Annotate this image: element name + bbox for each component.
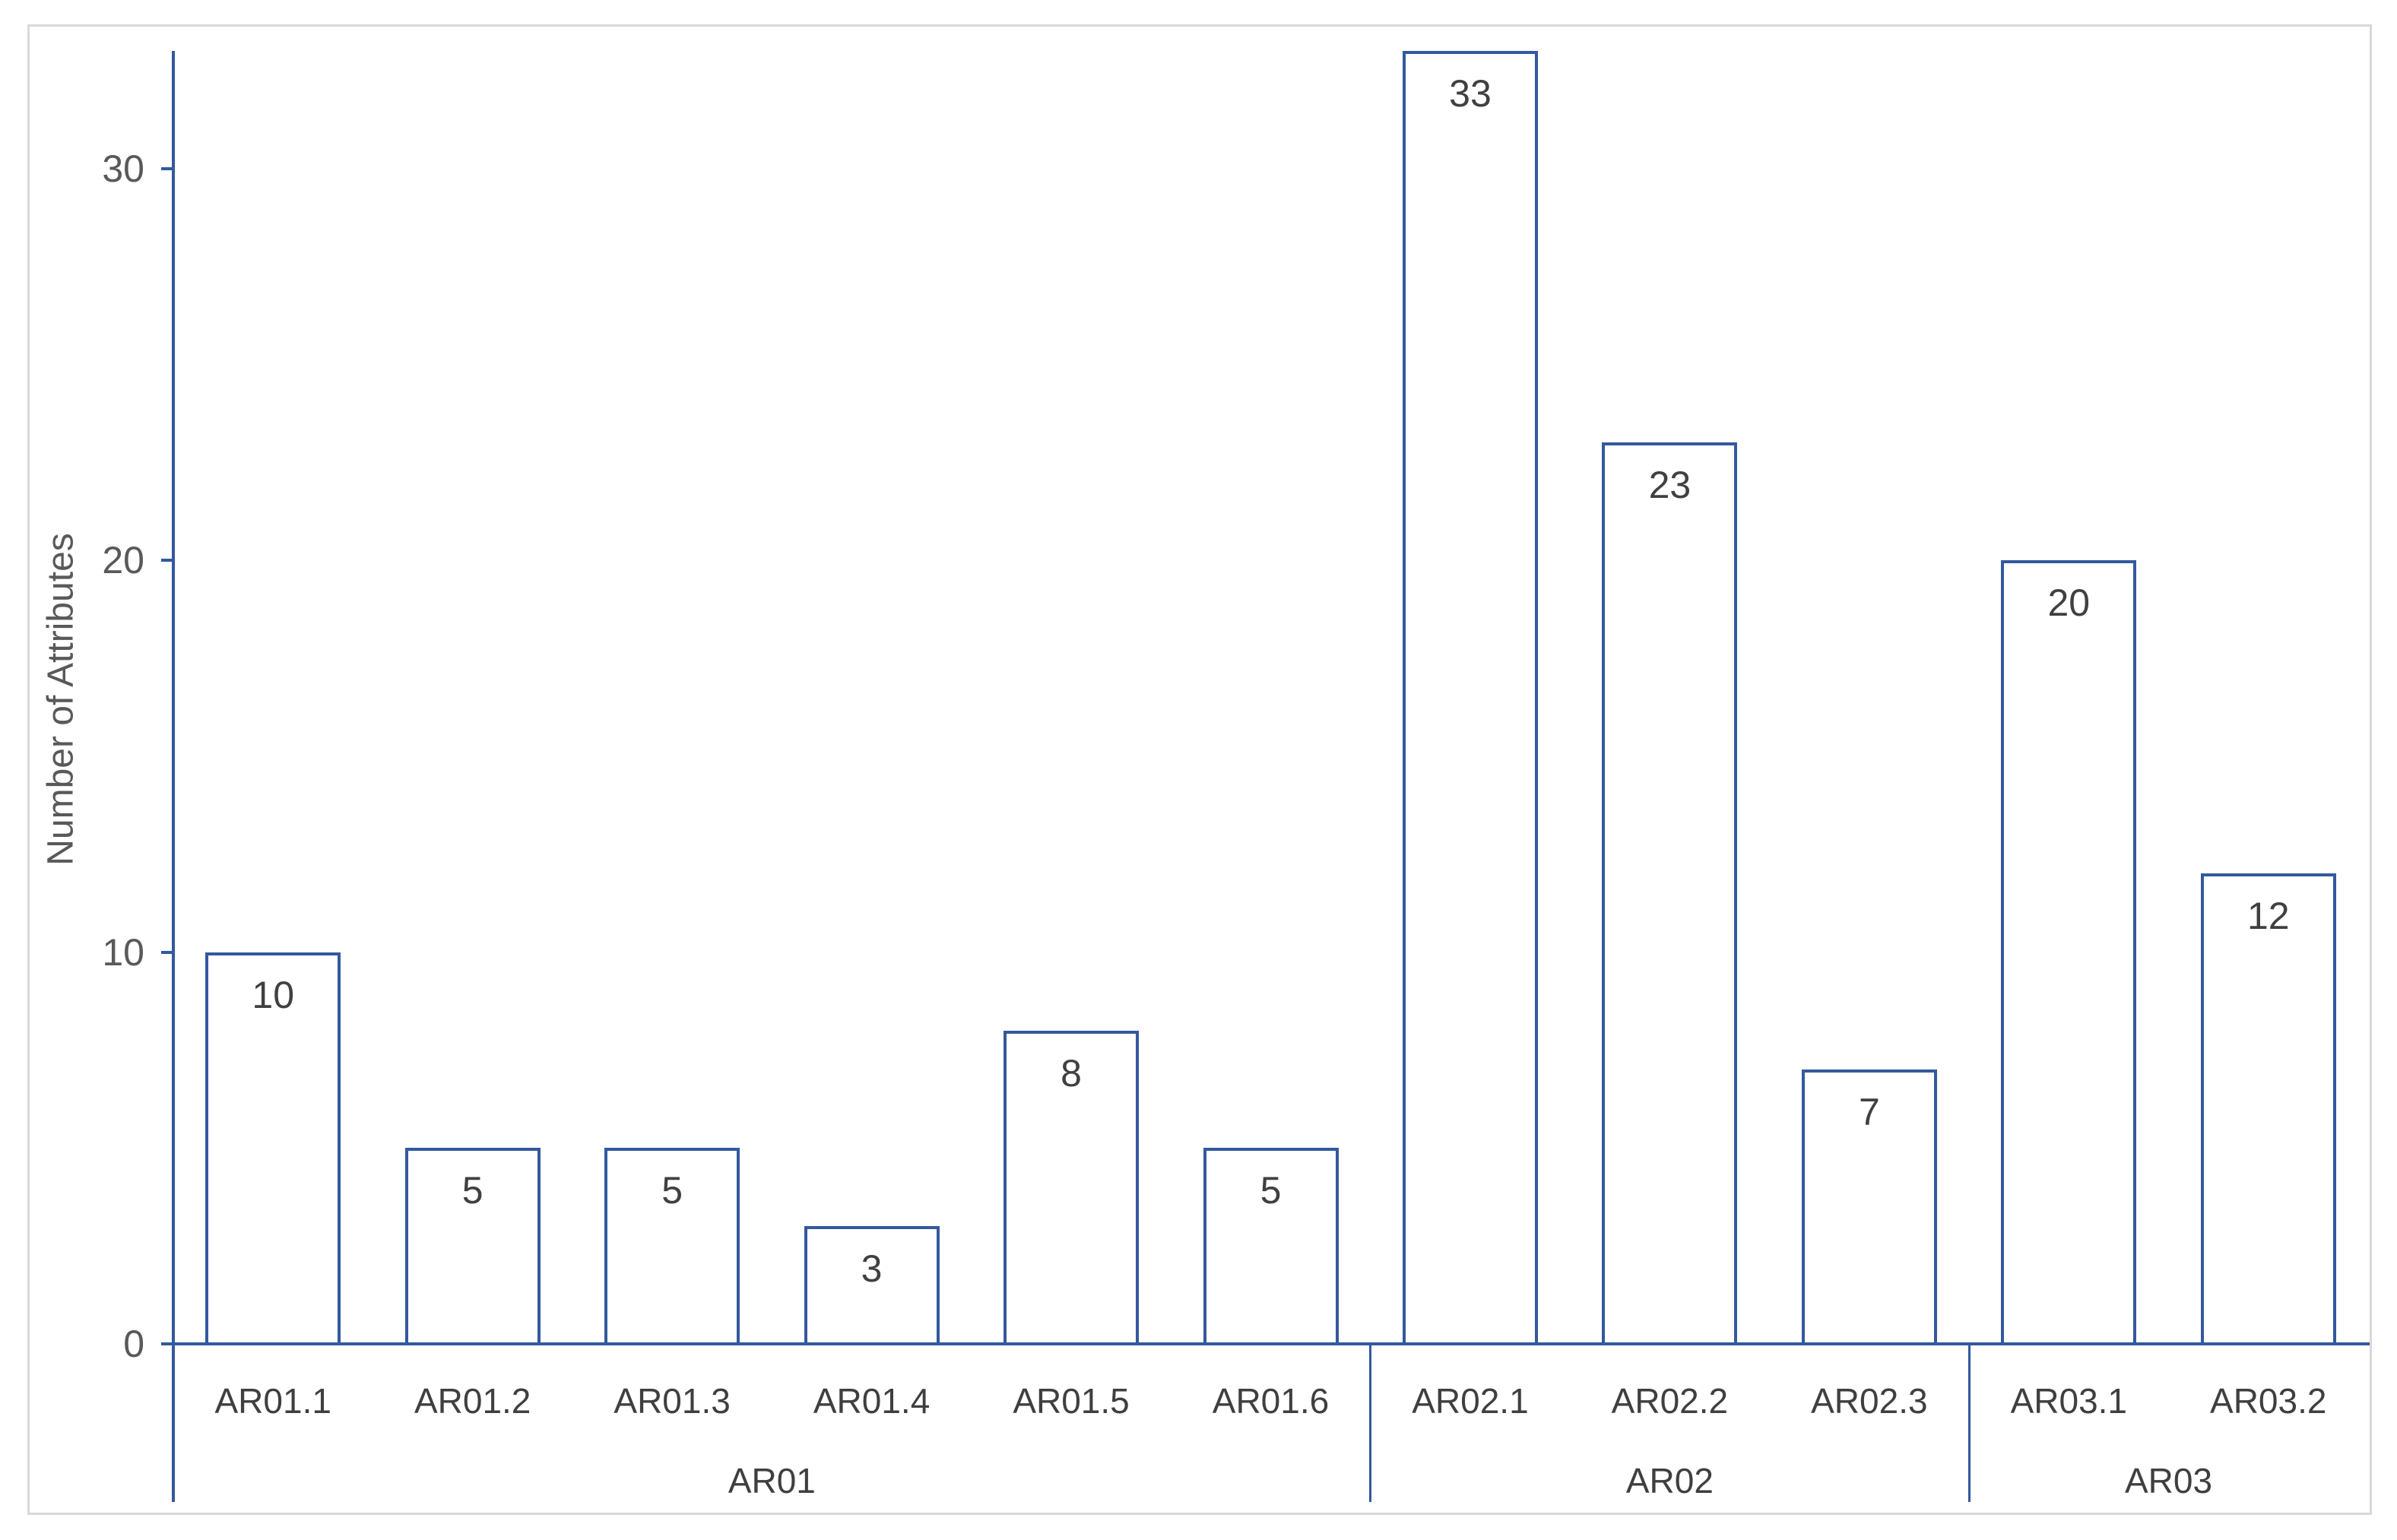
- bar-value-label: 8: [1061, 1051, 1082, 1095]
- category-label: AR02.1: [1412, 1381, 1529, 1421]
- bar: [1203, 1148, 1339, 1345]
- bar-value-label: 5: [461, 1169, 484, 1212]
- y-tick-mark: [161, 1342, 172, 1345]
- y-tick-mark: [161, 166, 172, 170]
- category-label: AR03.2: [2210, 1381, 2327, 1421]
- bar: [1004, 1030, 1140, 1345]
- bar-value-label: 5: [1260, 1169, 1282, 1212]
- bar: [1602, 442, 1738, 1345]
- bar-value-label: 20: [2047, 581, 2091, 625]
- category-label: AR01.3: [614, 1381, 731, 1421]
- bar: [2001, 560, 2137, 1345]
- category-label: AR01.2: [414, 1381, 531, 1421]
- bar-value-label: 7: [1858, 1091, 1880, 1134]
- bar: [205, 952, 341, 1345]
- y-tick-label: 20: [102, 539, 144, 582]
- group-separator: [1967, 1344, 1971, 1502]
- group-label: AR02: [1625, 1461, 1714, 1500]
- category-label: AR03.1: [2010, 1381, 2128, 1421]
- bar: [404, 1148, 541, 1345]
- y-tick-label: 10: [102, 930, 144, 974]
- bar: [1402, 51, 1538, 1345]
- bar: [1801, 1069, 1937, 1345]
- y-tick-label: 30: [102, 147, 144, 190]
- y-tick-mark: [161, 559, 172, 562]
- bar: [2200, 873, 2336, 1345]
- bar-value-label: 5: [661, 1169, 683, 1212]
- y-tick-label: 0: [123, 1323, 144, 1365]
- category-label: AR01.6: [1212, 1381, 1330, 1421]
- bar-value-label: 10: [252, 973, 295, 1016]
- category-label: AR01.4: [813, 1381, 931, 1421]
- bar: [604, 1148, 740, 1345]
- bar-value-label: 33: [1449, 72, 1492, 115]
- bar-value-label: 12: [2246, 895, 2290, 938]
- category-label: AR02.2: [1611, 1381, 1729, 1421]
- y-tick-mark: [161, 950, 172, 954]
- category-label: AR02.3: [1811, 1381, 1928, 1421]
- bar-value-label: 23: [1648, 464, 1692, 507]
- y-axis-line: [172, 51, 175, 1502]
- category-label: AR01.5: [1013, 1381, 1130, 1421]
- group-separator: [1369, 1344, 1372, 1502]
- bar-value-label: 3: [861, 1247, 883, 1291]
- category-label: AR01.1: [214, 1381, 331, 1421]
- group-label: AR01: [728, 1461, 816, 1500]
- group-label: AR03: [2124, 1461, 2213, 1500]
- bar: [804, 1226, 940, 1345]
